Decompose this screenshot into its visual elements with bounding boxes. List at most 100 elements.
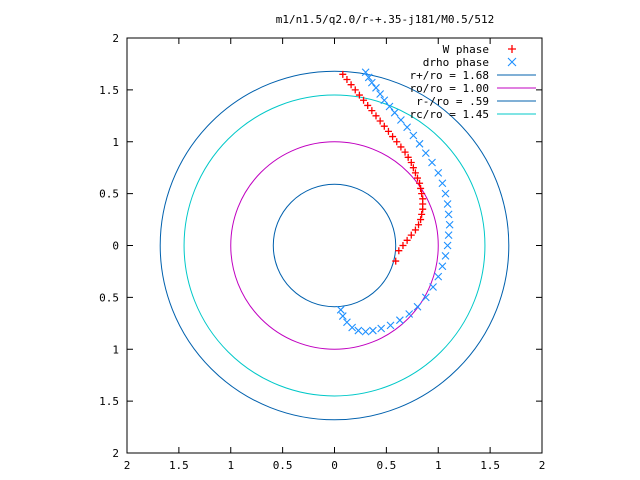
- data-point: [376, 90, 385, 98]
- legend-entry: rc/ro = 1.45: [410, 108, 536, 121]
- data-point: [407, 159, 415, 166]
- data-point: [364, 73, 373, 82]
- data-point: [397, 143, 405, 151]
- data-point: [390, 108, 399, 117]
- data-point: [404, 153, 412, 161]
- circle-curve-2: [272, 183, 397, 308]
- legend-label: rc/ro = 1.45: [410, 108, 489, 121]
- y-tick-label: 1: [112, 136, 119, 149]
- points-layer: [336, 68, 454, 336]
- data-point: [343, 318, 351, 327]
- data-point: [399, 242, 407, 249]
- data-point: [384, 127, 392, 135]
- legend-entry: r+/ro = 1.68: [410, 69, 536, 82]
- y-tick-label: 0.5: [99, 188, 119, 201]
- data-point: [407, 231, 415, 239]
- data-point: [445, 220, 454, 229]
- data-point: [411, 169, 419, 177]
- legend-swatch: [508, 45, 516, 53]
- x-tick-label: 1.5: [169, 459, 189, 472]
- data-point: [401, 148, 409, 156]
- data-point: [395, 316, 404, 325]
- legend-entry: r-/ro = .59: [416, 95, 536, 108]
- data-point: [354, 326, 363, 335]
- data-point: [416, 179, 424, 187]
- data-point: [372, 112, 380, 120]
- data-point: [367, 78, 376, 87]
- data-point: [434, 272, 443, 281]
- data-point: [418, 190, 426, 198]
- data-point: [415, 139, 424, 148]
- data-point: [444, 231, 453, 240]
- series-0-points: [339, 70, 427, 265]
- data-point: [443, 200, 452, 208]
- data-point: [421, 293, 430, 302]
- data-point: [336, 305, 345, 314]
- x-tick-label: 0: [331, 459, 338, 472]
- data-point: [418, 210, 426, 218]
- data-point: [380, 96, 389, 105]
- data-point: [361, 327, 370, 336]
- data-point: [343, 76, 351, 83]
- series-1-points: [336, 68, 454, 336]
- legend-label: ro/ro = 1.00: [410, 82, 489, 95]
- data-point: [385, 102, 394, 111]
- data-point: [405, 310, 414, 318]
- legend-label: W phase: [443, 43, 489, 56]
- data-point: [361, 68, 370, 77]
- data-point: [355, 91, 363, 99]
- y-tick-label: 2: [112, 32, 119, 45]
- legend-swatch: [507, 57, 517, 67]
- data-point: [419, 205, 427, 213]
- legend-entry: drho phase: [423, 56, 517, 69]
- circles-layer: [159, 70, 510, 421]
- chart-title: m1/n1.5/q2.0/r-+.35-j181/M0.5/512: [276, 13, 495, 26]
- data-point: [386, 321, 395, 330]
- data-point: [444, 210, 453, 219]
- data-point: [429, 283, 437, 291]
- legend-label: r+/ro = 1.68: [410, 69, 489, 82]
- data-point: [364, 101, 372, 109]
- y-tick-label: 0.5: [99, 291, 119, 304]
- data-point: [380, 122, 388, 130]
- data-point: [409, 131, 418, 140]
- legend-label: r-/ro = .59: [416, 95, 489, 108]
- data-point: [417, 184, 425, 192]
- data-point: [360, 96, 368, 104]
- x-tick-label: 2: [124, 459, 131, 472]
- data-point: [409, 164, 417, 172]
- x-tick-label: 1.5: [480, 459, 500, 472]
- data-point: [413, 302, 422, 311]
- data-point: [347, 81, 355, 89]
- x-tick-label: 1: [435, 459, 442, 472]
- data-point: [441, 189, 450, 198]
- data-point: [393, 138, 401, 146]
- data-point: [414, 174, 421, 182]
- data-point: [377, 324, 386, 333]
- data-point: [368, 326, 377, 335]
- data-point: [417, 216, 425, 224]
- data-point: [421, 149, 430, 158]
- x-tick-label: 1: [227, 459, 234, 472]
- legend-label: drho phase: [423, 56, 489, 69]
- x-tick-label: 2: [539, 459, 546, 472]
- data-point: [411, 226, 419, 234]
- data-point: [438, 179, 447, 188]
- y-tick-label: 0: [112, 240, 119, 253]
- data-point: [376, 117, 384, 125]
- data-point: [372, 83, 380, 92]
- circle-curve-3: [183, 94, 486, 397]
- x-tick-label: 0.5: [273, 459, 293, 472]
- data-point: [434, 168, 443, 177]
- data-point: [415, 221, 423, 229]
- data-point: [368, 107, 376, 115]
- data-point: [438, 262, 447, 271]
- data-point: [395, 247, 403, 255]
- data-point: [428, 158, 436, 167]
- legend-entry: ro/ro = 1.00: [410, 82, 536, 95]
- circle-curve-1: [230, 141, 439, 350]
- y-tick-label: 1.5: [99, 84, 119, 97]
- legend-entry: W phase: [443, 43, 516, 56]
- data-point: [351, 86, 359, 94]
